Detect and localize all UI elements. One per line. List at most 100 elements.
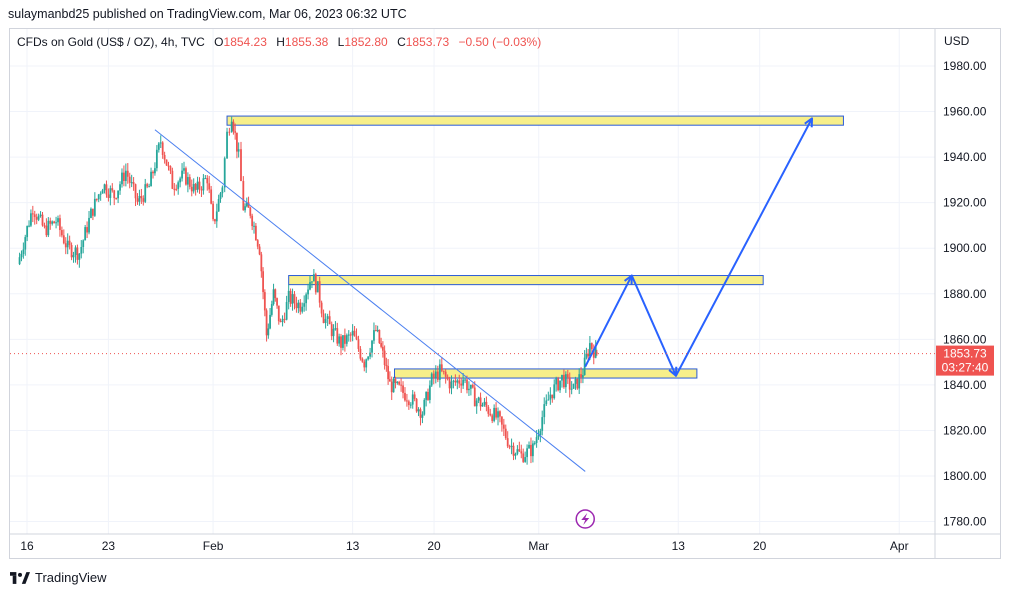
candle-body (438, 364, 441, 380)
candle-body (549, 394, 552, 400)
projection-arrowhead[interactable] (623, 274, 633, 285)
candle-body (351, 330, 354, 336)
candle-body (342, 335, 344, 348)
candle-body (307, 289, 309, 295)
candle-body (111, 188, 114, 191)
candle-body (572, 383, 575, 389)
projection-path[interactable] (584, 117, 813, 377)
price-tick-label: 1820.00 (943, 423, 987, 437)
candle-body (318, 281, 321, 303)
candle-body (483, 401, 486, 405)
candle-body (179, 178, 182, 183)
annotations[interactable] (10, 117, 935, 529)
symbol-label[interactable]: CFDs on Gold (US$ / OZ), 4h, TVC (17, 35, 205, 49)
candle-body (568, 377, 571, 390)
candle-body (324, 318, 327, 324)
price-tick-label: 1900.00 (943, 241, 987, 255)
candle-body (520, 451, 523, 454)
candle-body (270, 304, 273, 315)
candle-body (31, 213, 34, 215)
candle-body (117, 190, 120, 199)
candle-body (186, 177, 189, 185)
candle-body (109, 188, 112, 198)
candle-body (33, 214, 36, 218)
last-price-value: 1853.73 (943, 347, 987, 361)
candle-body (126, 170, 129, 177)
candle-body (491, 415, 494, 421)
event-lightning-icon[interactable] (575, 509, 595, 529)
candle-body (394, 378, 397, 384)
candle-body (359, 348, 362, 359)
projection-arrowhead[interactable] (804, 117, 814, 128)
low-label: L (337, 35, 345, 49)
candle-body (41, 214, 44, 226)
low-value: 1852.80 (344, 35, 388, 49)
price-tick-label: 1800.00 (943, 469, 987, 483)
candle-body (330, 324, 333, 337)
candle-body (99, 193, 102, 195)
candle-body (378, 329, 381, 344)
candle-body (43, 225, 46, 227)
candle-body (508, 446, 511, 448)
candle-body (47, 220, 50, 236)
price-axis[interactable]: 1780.00 1800.00 1820.00 1840.00 1860.00 1880.… (936, 34, 994, 529)
candle-body (543, 404, 546, 418)
support-resistance-zones[interactable] (226, 115, 844, 379)
candle-body (539, 430, 542, 436)
price-zone-rect[interactable] (288, 275, 764, 286)
price-zone-rect[interactable] (226, 115, 844, 126)
candle-body (475, 400, 478, 407)
candle-body (305, 294, 308, 304)
candle-body (152, 171, 154, 174)
candle-body (183, 168, 185, 171)
candle-body (460, 383, 463, 386)
candle-body (415, 398, 418, 412)
candle-body (119, 184, 121, 191)
candle-body (237, 149, 240, 152)
candle-body (105, 184, 108, 195)
candle-body (140, 195, 143, 199)
candle-body (489, 413, 492, 416)
candle-body (326, 316, 329, 319)
candle-body (28, 225, 30, 227)
candle-body (430, 373, 433, 386)
candle-body (101, 190, 104, 194)
candle-body (390, 381, 393, 393)
candle-body (502, 424, 505, 429)
candle-body (20, 253, 23, 258)
candle-body (146, 184, 149, 187)
open-value: 1854.23 (223, 35, 267, 49)
candles (18, 116, 598, 465)
candle-body (236, 132, 238, 152)
price-zone-rect[interactable] (394, 368, 698, 379)
candle-body (347, 334, 350, 336)
candle-body (86, 227, 88, 233)
time-tick-label: Feb (203, 539, 224, 553)
candle-body (545, 400, 548, 405)
candle-body (343, 335, 346, 344)
time-axis[interactable]: 16 23 Feb 13 20 Mar 13 20 Apr (20, 539, 908, 553)
candle-body (594, 346, 597, 358)
candle-body (580, 374, 582, 378)
candle-body (564, 374, 567, 388)
grid (10, 29, 1000, 558)
candle-body (277, 305, 280, 322)
candle-body (272, 289, 275, 305)
last-candle-body (595, 352, 598, 354)
tradingview-brand[interactable]: TradingView (10, 570, 107, 585)
candle-body (228, 131, 231, 133)
candle-body (247, 202, 250, 208)
candle-body (456, 380, 459, 383)
candle-body (88, 217, 90, 233)
projection-arrowhead[interactable] (668, 366, 678, 377)
candle-body (55, 222, 57, 224)
candle-body (563, 374, 565, 388)
trendline[interactable] (154, 129, 586, 472)
time-tick-label: 20 (427, 539, 441, 553)
candle-body (223, 158, 226, 188)
candle-body (334, 328, 337, 330)
candle-body (452, 380, 455, 382)
candle-body (477, 397, 480, 401)
